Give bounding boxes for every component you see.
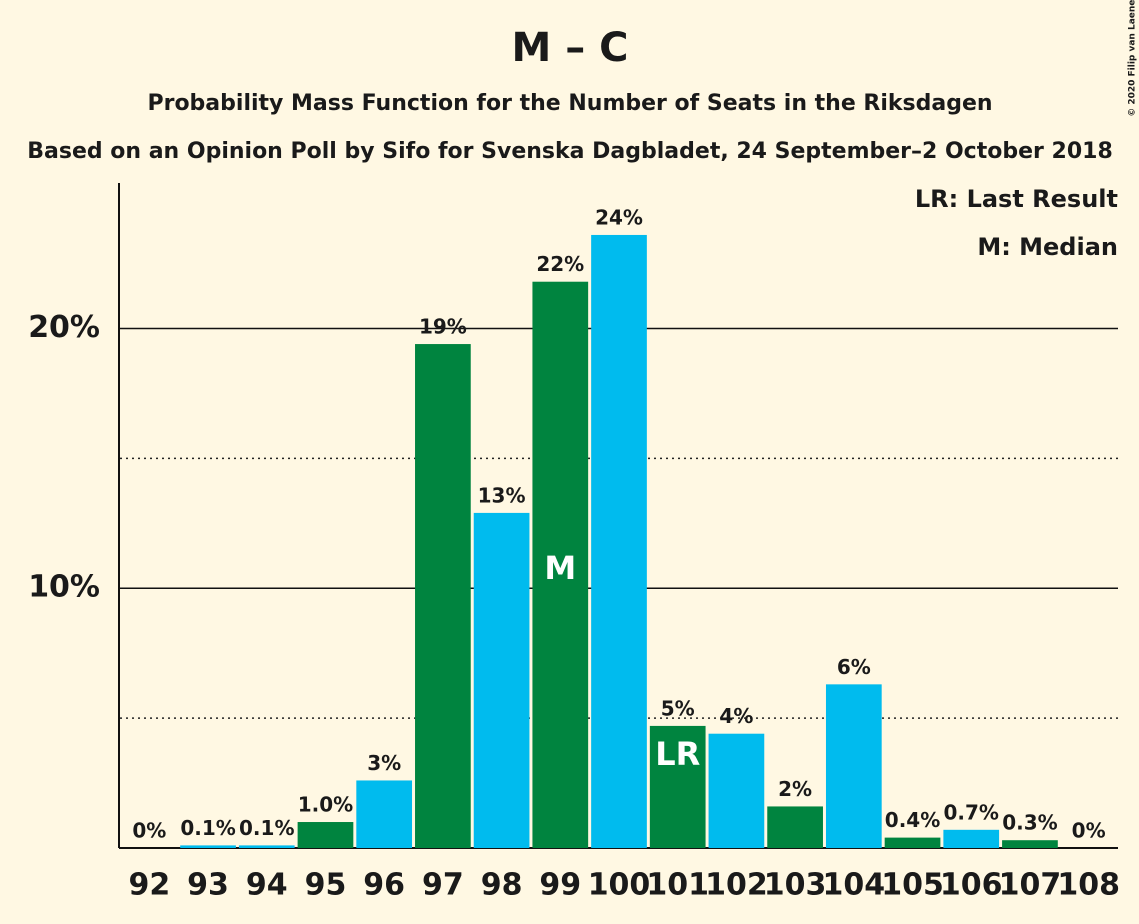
bar xyxy=(943,829,1000,848)
value-label: 19% xyxy=(419,315,467,339)
value-label: 0% xyxy=(1072,819,1106,843)
value-label: 5% xyxy=(661,696,695,720)
value-label: 0.4% xyxy=(885,808,940,832)
x-tick-label: 101 xyxy=(646,868,709,903)
value-label: 6% xyxy=(837,655,871,679)
x-tick-label: 104 xyxy=(823,868,886,903)
value-label: 24% xyxy=(595,205,643,229)
chart-subtitle: Based on an Opinion Poll by Sifo for Sve… xyxy=(27,139,1113,164)
x-tick-label: 102 xyxy=(705,868,768,903)
bar xyxy=(1002,840,1058,848)
x-tick-label: 93 xyxy=(187,868,229,903)
y-tick-label: 10% xyxy=(28,570,100,605)
x-tick-label: 94 xyxy=(246,868,288,903)
bar xyxy=(591,234,647,848)
bar xyxy=(708,733,765,848)
x-tick-label: 95 xyxy=(305,868,347,903)
copyright: © 2020 Filip van Laenen xyxy=(1128,0,1138,117)
x-tick-label: 92 xyxy=(128,868,170,903)
bar xyxy=(356,780,413,848)
value-label: 3% xyxy=(367,751,401,775)
value-label: 4% xyxy=(719,704,753,728)
bar xyxy=(825,684,882,848)
bar xyxy=(532,281,589,848)
x-tick-label: 97 xyxy=(422,868,464,903)
bar-annotation: LR xyxy=(655,735,700,773)
bar xyxy=(649,725,706,848)
chart-title: M – C xyxy=(511,25,628,71)
x-tick-label: 108 xyxy=(1057,868,1120,903)
bar-annotation: M xyxy=(544,549,576,587)
x-tick-label: 100 xyxy=(588,868,651,903)
legend-entry: M: Median xyxy=(977,233,1118,261)
x-tick-label: 96 xyxy=(363,868,405,903)
value-label: 0.3% xyxy=(1002,811,1057,835)
x-tick-label: 106 xyxy=(940,868,1003,903)
x-tick-label: 107 xyxy=(999,868,1062,903)
legend-entry: LR: Last Result xyxy=(915,185,1118,213)
x-tick-label: 99 xyxy=(539,868,581,903)
value-label: 13% xyxy=(478,483,526,507)
value-label: 0.1% xyxy=(180,816,235,840)
value-label: 0.7% xyxy=(944,800,999,824)
chart-subtitle: Probability Mass Function for the Number… xyxy=(147,91,992,116)
bar xyxy=(180,845,236,848)
value-label: 2% xyxy=(778,777,812,801)
x-tick-label: 103 xyxy=(764,868,827,903)
value-label: 0.1% xyxy=(239,816,294,840)
x-tick-label: 98 xyxy=(481,868,523,903)
y-tick-label: 20% xyxy=(28,310,100,345)
value-label: 1.0% xyxy=(298,793,353,817)
bar xyxy=(297,822,354,848)
x-tick-label: 105 xyxy=(881,868,944,903)
bar xyxy=(767,806,823,848)
bar xyxy=(415,344,471,848)
bar xyxy=(884,837,941,848)
value-label: 0% xyxy=(132,819,166,843)
bar xyxy=(238,845,295,848)
value-label: 22% xyxy=(536,252,584,276)
bar xyxy=(473,512,530,848)
